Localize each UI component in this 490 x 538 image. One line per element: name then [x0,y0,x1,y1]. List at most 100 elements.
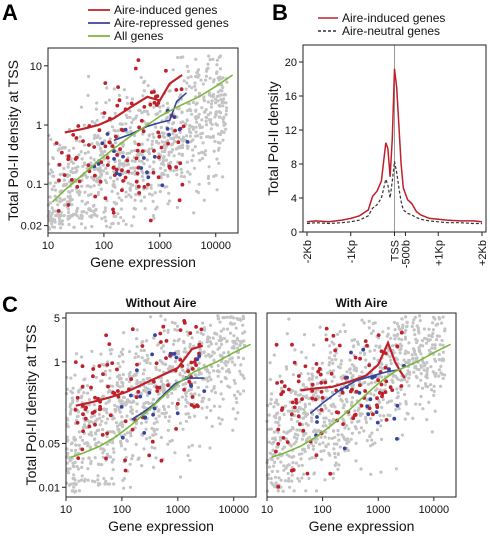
gray-point [80,184,84,188]
gray-point [378,365,382,369]
gray-point [344,397,348,401]
gray-point [66,165,70,169]
gray-point [184,404,188,408]
gray-point [349,437,353,441]
gray-point [319,435,323,439]
induced-gene-point [190,395,195,399]
gray-point [215,157,219,161]
gray-point [197,393,201,397]
gray-point [182,79,186,83]
panel-label-b: B [272,0,288,25]
gray-point [124,122,128,126]
gray-point [104,166,108,170]
induced-gene-point [188,331,193,335]
gray-point [205,135,209,139]
gray-point [281,489,285,493]
gray-point [200,131,205,135]
background-point-cloud [265,314,447,493]
gray-point [188,134,192,138]
gray-point [400,317,404,321]
repressed-gene-point [368,397,373,402]
gray-point [87,403,92,407]
gray-point [204,416,209,420]
gray-point [154,417,158,421]
gray-point [290,479,294,483]
induced-gene-point [54,141,59,146]
gray-point [83,173,87,177]
gray-point [170,127,174,131]
gray-point [152,135,156,139]
y-tick-label: 12 [285,125,297,137]
gray-point [224,112,228,117]
gray-point [279,460,283,464]
induced-gene-point [99,160,104,165]
gray-point [297,464,301,468]
induced-gene-point [140,344,145,348]
x-axis-label: Gene expression [108,518,214,534]
gray-point [177,398,181,402]
gray-point [171,148,175,152]
gray-point [301,416,305,420]
gray-point [217,146,221,150]
gray-point [105,171,109,175]
induced-gene-point [69,178,74,182]
gray-point [77,216,81,220]
gray-point [123,447,127,451]
gray-point [160,162,164,166]
gray-point [101,414,105,419]
induced-gene-point [399,384,404,388]
induced-gene-point [279,380,284,384]
highlight-points [73,319,207,473]
gray-point [125,95,129,100]
gray-point [81,457,85,461]
gray-point [49,214,53,218]
gray-point [419,372,423,376]
gray-point [215,58,219,62]
gray-point [134,192,138,197]
gray-point [103,482,107,486]
gray-point [216,314,220,318]
gray-point [410,324,414,329]
induced-gene-point [164,68,168,73]
gray-point [72,482,77,486]
induced-gene-point [190,367,195,371]
panel-title: Without Aire [126,296,197,310]
gray-point [72,473,76,477]
gray-point [208,76,212,80]
gray-point [204,123,209,127]
gray-point [412,348,416,352]
gray-point [190,443,194,447]
gray-point [404,328,408,332]
gray-point [118,365,122,369]
gray-point [365,438,369,443]
gray-point [437,352,441,356]
gray-point [272,464,276,468]
induced-gene-point [353,412,358,417]
gray-point [173,359,178,364]
gray-point [331,472,335,476]
gray-point [185,330,189,334]
gray-point [152,105,156,109]
gray-point [271,448,275,452]
gray-point [119,376,123,380]
repressed-gene-point [167,132,172,137]
gray-point [273,401,277,405]
gray-point [330,436,334,440]
gray-point [396,391,400,395]
gray-point [328,344,332,348]
gray-point [342,404,346,408]
gray-point [152,429,156,433]
gray-point [137,108,141,112]
gray-point [94,375,98,379]
y-axis-label: Total Pol-II density at TSS [5,60,21,221]
induced-gene-point [141,129,146,134]
gray-point [85,200,90,205]
gray-point [392,351,396,355]
induced-gene-point [59,150,64,155]
gray-point [294,390,298,394]
gray-point [334,357,338,362]
gray-point [108,137,112,141]
gray-point [86,391,90,395]
gray-point [126,101,130,105]
